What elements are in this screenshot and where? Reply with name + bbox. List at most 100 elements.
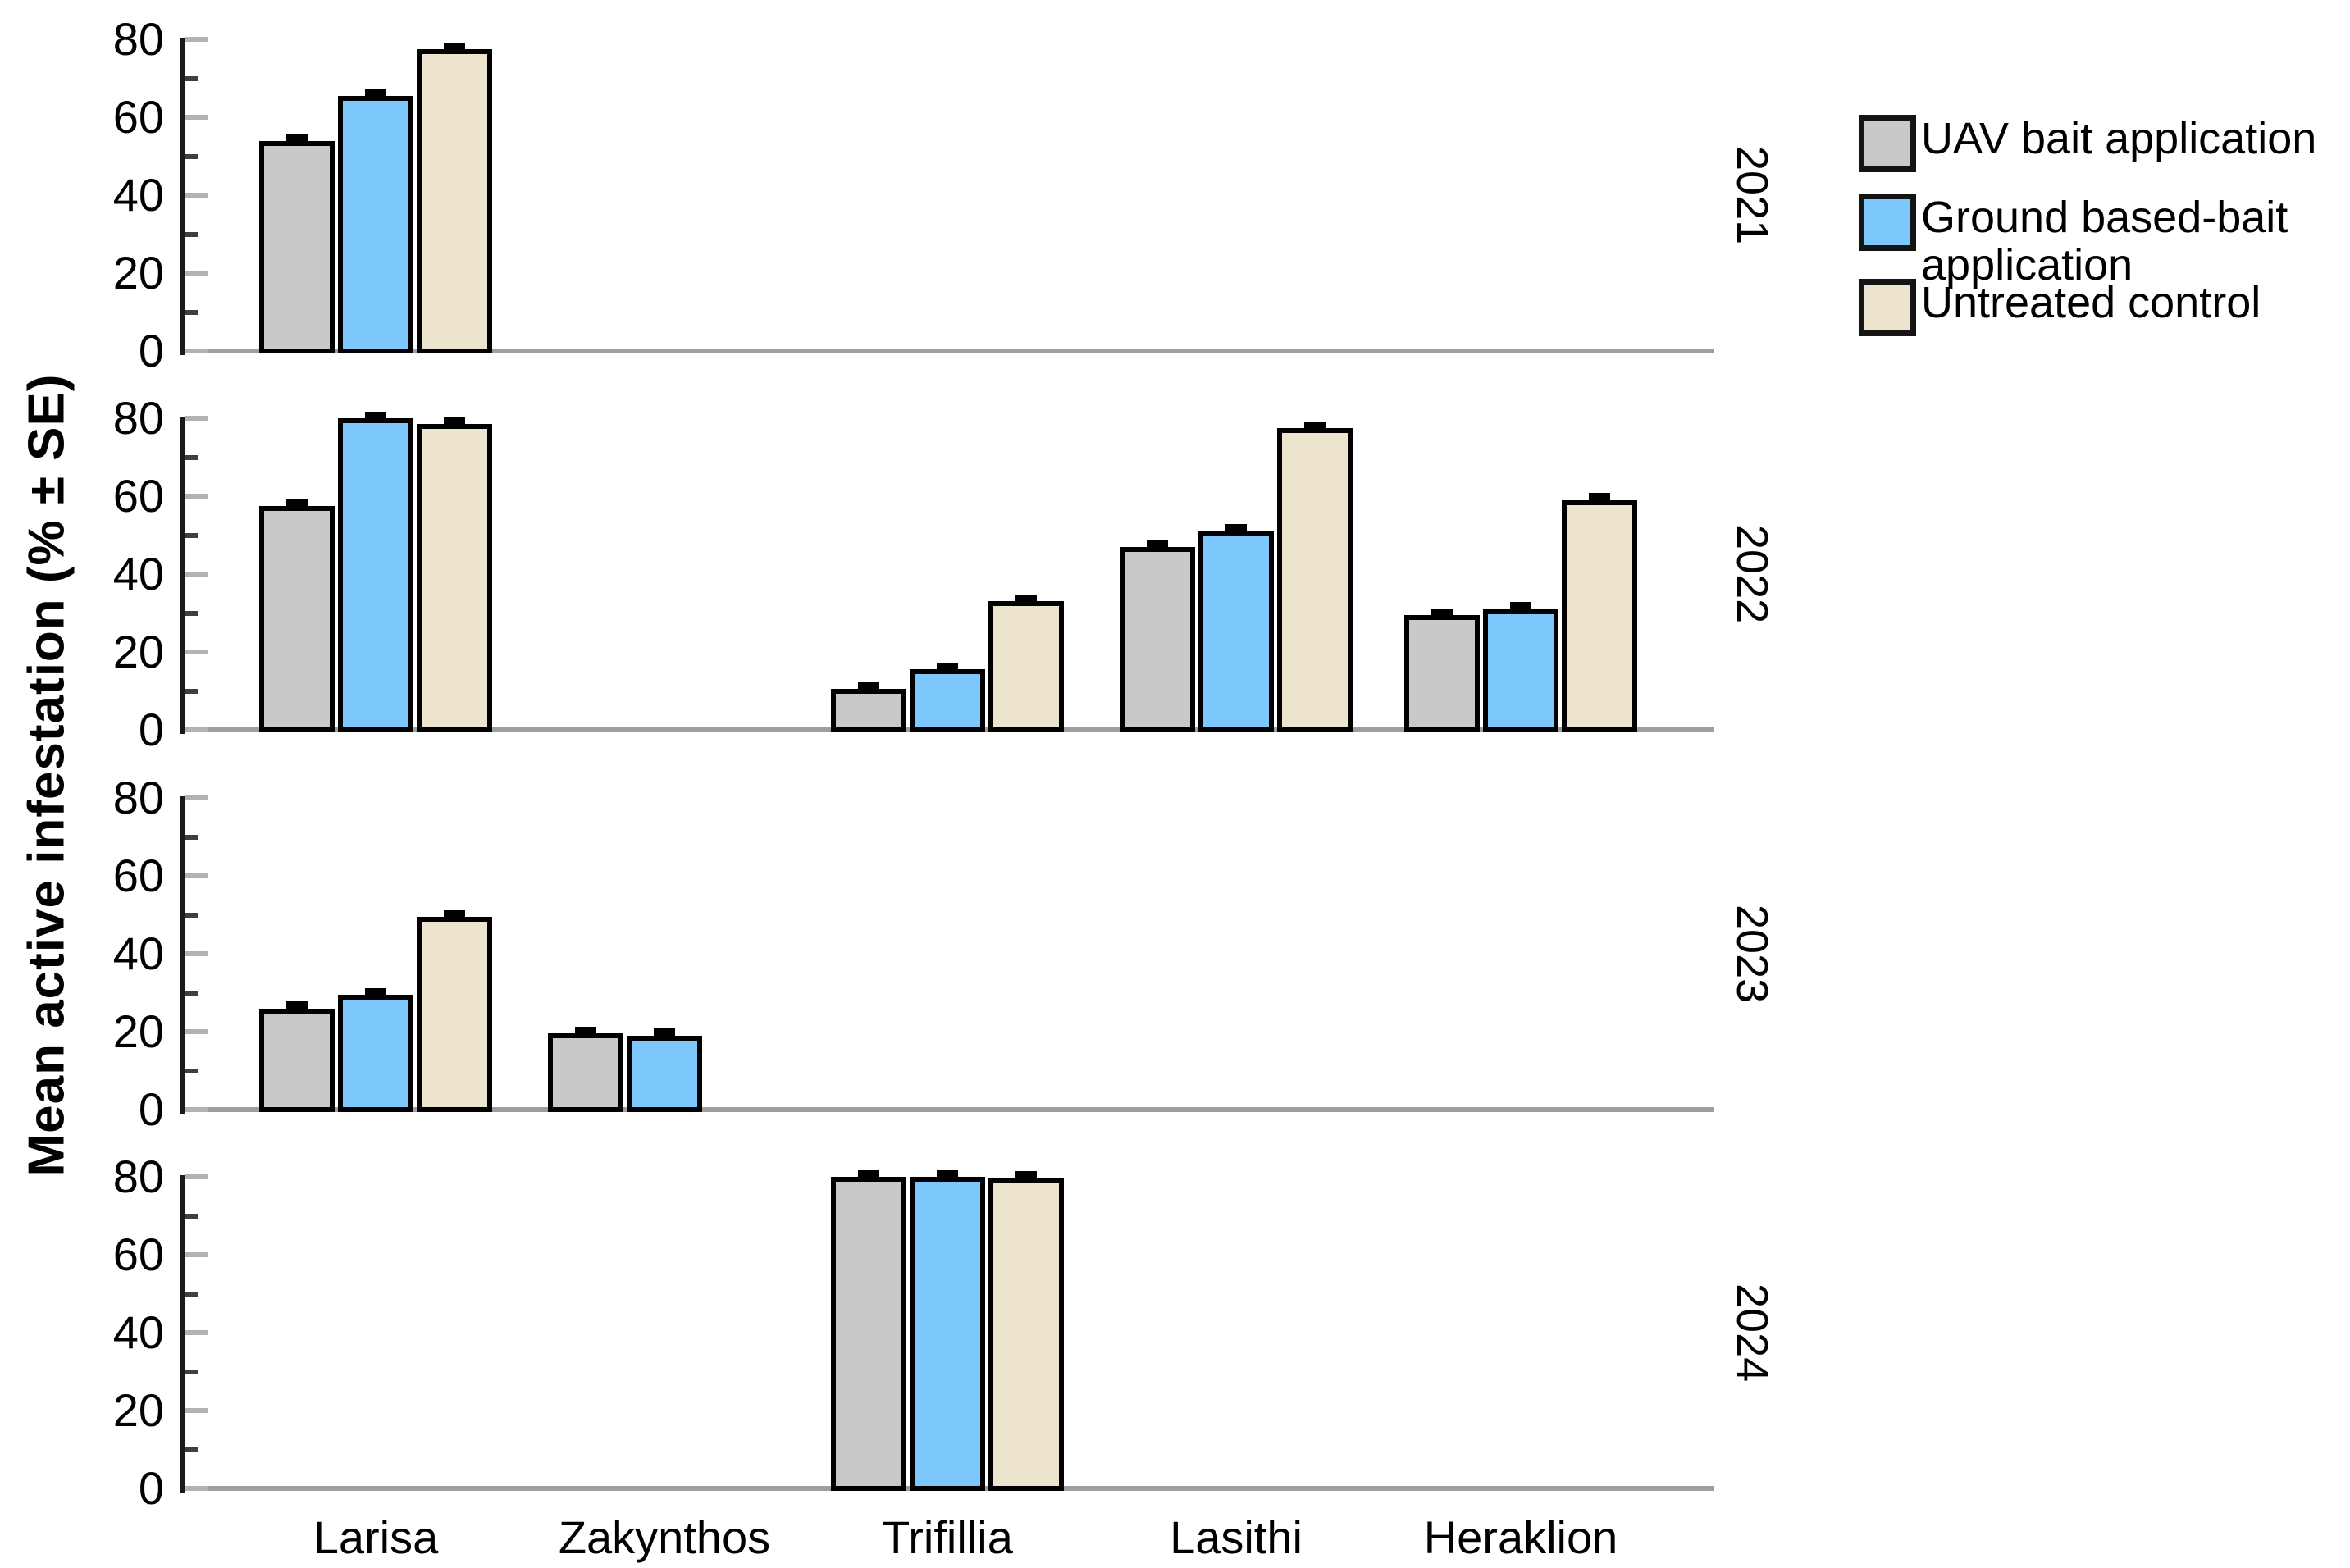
y-tick-label: 40 (112, 548, 164, 599)
panel-year-label: 2023 (1727, 904, 1777, 1004)
category-label-zakynthos: Zakynthos (558, 1511, 771, 1563)
legend-label-line: Ground based-bait (1921, 193, 2288, 242)
legend-swatch (1859, 279, 1916, 336)
major-tick (185, 494, 208, 499)
error-bar-cap (286, 499, 308, 507)
major-tick (185, 1330, 208, 1335)
y-tick-label: 20 (112, 1384, 164, 1436)
legend-item-1: UAV bait application (1859, 115, 2316, 172)
y-tick-label: 40 (112, 1306, 164, 1358)
major-tick (185, 727, 208, 732)
error-bar-cap (937, 663, 958, 671)
major-tick (185, 795, 208, 800)
bar-2024-trifillia-ground (910, 1177, 985, 1491)
bar-2021-larisa-ground (338, 95, 413, 353)
y-tick-label: 0 (138, 1462, 164, 1514)
error-bar-cap (365, 89, 386, 97)
minor-tick (185, 688, 198, 694)
category-label-heraklion: Heraklion (1423, 1511, 1618, 1563)
minor-tick (185, 1447, 198, 1452)
y-axis-line (180, 417, 185, 734)
bar-2022-larisa-ground (338, 418, 413, 732)
major-tick (185, 1252, 208, 1257)
y-tick-label: 60 (112, 1228, 164, 1280)
category-label-trifillia: Trifillia (882, 1511, 1013, 1563)
major-tick (185, 193, 208, 198)
y-tick-label: 80 (112, 392, 164, 444)
bar-2022-lasithi-uav (1120, 546, 1195, 732)
bar-2023-larisa-ground (338, 994, 413, 1112)
bar-2022-trifillia-uav (831, 689, 906, 732)
bar-2021-larisa-control (417, 48, 492, 353)
legend-label: UAV bait application (1921, 115, 2316, 162)
bar-2022-heraklion-uav (1404, 614, 1480, 732)
minor-tick (185, 153, 198, 159)
error-bar-cap (654, 1028, 675, 1037)
x-axis-baseline (180, 349, 1714, 353)
error-bar-cap (575, 1027, 596, 1035)
minor-tick (185, 532, 198, 538)
category-label-larisa: Larisa (313, 1511, 439, 1563)
error-bar-cap (1510, 602, 1531, 610)
panel-year-label: 2021 (1727, 145, 1777, 245)
y-axis-line (180, 796, 185, 1114)
major-tick (185, 1107, 208, 1112)
major-tick (185, 572, 208, 577)
major-tick (185, 271, 208, 276)
major-tick (185, 349, 208, 353)
major-tick (185, 873, 208, 878)
major-tick (185, 37, 208, 42)
legend-label: Ground based-bait application (1921, 194, 2288, 289)
error-bar-cap (937, 1169, 958, 1178)
major-tick (185, 650, 208, 654)
y-tick-label: 40 (112, 169, 164, 221)
error-bar-cap (365, 987, 386, 996)
y-tick-label: 0 (138, 325, 164, 376)
minor-tick (185, 1068, 198, 1073)
error-bar-cap (286, 1001, 308, 1010)
legend-label: Untreated control (1921, 279, 2261, 326)
error-bar-cap (1147, 540, 1168, 548)
major-tick (185, 1029, 208, 1034)
legend-label-line: UAV bait application (1921, 114, 2317, 163)
error-bar-cap (444, 42, 465, 50)
major-tick (185, 115, 208, 120)
panel-year-label: 2022 (1727, 524, 1777, 624)
major-tick (185, 1408, 208, 1413)
error-bar-cap (1015, 594, 1037, 602)
bar-2022-trifillia-control (988, 601, 1064, 732)
minor-tick (185, 1291, 198, 1297)
y-tick-label: 20 (112, 626, 164, 677)
error-bar-cap (365, 411, 386, 419)
legend-swatch (1859, 115, 1916, 172)
minor-tick (185, 454, 198, 460)
bar-2023-zakynthos-uav (548, 1033, 623, 1112)
y-axis-line (180, 38, 185, 355)
major-tick (185, 416, 208, 421)
legend-label-line: Untreated control (1921, 278, 2261, 327)
minor-tick (185, 610, 198, 616)
y-tick-label: 60 (112, 470, 164, 522)
panel-year-label: 2024 (1727, 1283, 1777, 1383)
error-bar-cap (858, 1169, 879, 1178)
bar-2022-heraklion-control (1562, 499, 1637, 732)
minor-tick (185, 834, 198, 840)
bar-2022-larisa-uav (259, 505, 335, 732)
error-bar-cap (444, 417, 465, 425)
bar-2022-heraklion-ground (1483, 609, 1558, 732)
error-bar-cap (1304, 421, 1326, 429)
y-tick-label: 20 (112, 247, 164, 299)
x-axis-baseline (180, 1107, 1714, 1112)
y-tick-label: 20 (112, 1005, 164, 1057)
bar-2022-trifillia-ground (910, 669, 985, 732)
legend-label-line: application (1921, 240, 2133, 289)
minor-tick (185, 231, 198, 237)
y-tick-label: 0 (138, 704, 164, 755)
minor-tick (185, 912, 198, 918)
bar-2024-trifillia-control (988, 1177, 1064, 1491)
minor-tick (185, 309, 198, 315)
minor-tick (185, 1369, 198, 1374)
legend-swatch (1859, 194, 1916, 251)
error-bar-cap (1589, 493, 1610, 501)
